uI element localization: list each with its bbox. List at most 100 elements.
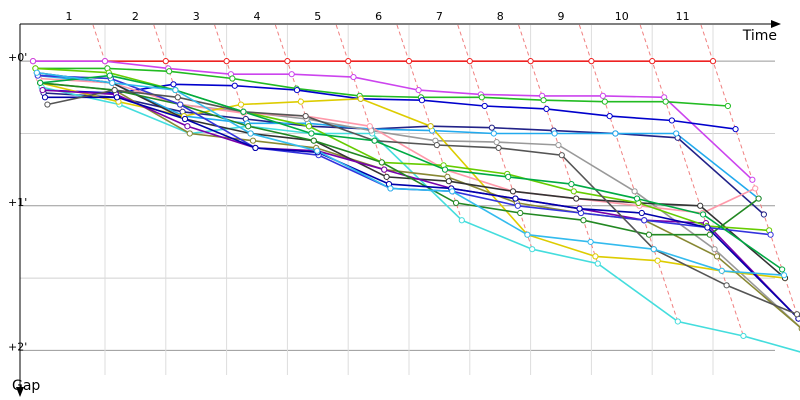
point bbox=[345, 58, 352, 65]
point bbox=[383, 173, 390, 180]
point bbox=[580, 217, 587, 224]
point bbox=[724, 102, 731, 110]
point bbox=[297, 98, 304, 105]
point bbox=[427, 123, 434, 130]
point bbox=[466, 58, 473, 65]
point bbox=[310, 137, 317, 144]
point bbox=[752, 185, 759, 192]
series-line bbox=[47, 89, 798, 316]
series-line bbox=[40, 82, 800, 329]
point bbox=[650, 246, 657, 253]
y-tick-label: +1' bbox=[8, 196, 27, 209]
point bbox=[505, 173, 512, 180]
point bbox=[524, 231, 531, 238]
point bbox=[527, 58, 534, 65]
lap-leader-line bbox=[153, 24, 191, 134]
point bbox=[514, 202, 521, 209]
point bbox=[780, 272, 788, 279]
point bbox=[305, 123, 313, 130]
point bbox=[308, 130, 315, 137]
lap-label: 6 bbox=[375, 10, 382, 23]
point bbox=[184, 123, 191, 130]
point bbox=[709, 58, 717, 65]
lap-label: 11 bbox=[676, 10, 690, 23]
series-line bbox=[42, 83, 736, 130]
point bbox=[638, 209, 645, 217]
point bbox=[357, 95, 364, 102]
point bbox=[33, 69, 40, 76]
point bbox=[649, 58, 656, 65]
series-line bbox=[40, 74, 783, 271]
point bbox=[588, 58, 595, 65]
point bbox=[106, 72, 113, 79]
point bbox=[478, 94, 485, 101]
series-line bbox=[40, 82, 760, 236]
point bbox=[186, 130, 193, 137]
point bbox=[606, 113, 613, 120]
point bbox=[314, 147, 321, 154]
point bbox=[172, 86, 179, 94]
series-line bbox=[41, 86, 800, 353]
point bbox=[302, 113, 309, 120]
point bbox=[718, 267, 725, 274]
point bbox=[237, 101, 245, 108]
point bbox=[247, 130, 254, 137]
lap-label: 10 bbox=[615, 10, 629, 23]
point bbox=[641, 217, 648, 224]
point bbox=[458, 217, 465, 224]
point bbox=[366, 123, 373, 130]
point bbox=[529, 246, 536, 253]
point bbox=[568, 180, 575, 188]
point bbox=[245, 123, 252, 130]
point bbox=[601, 98, 608, 105]
point bbox=[41, 94, 49, 101]
point bbox=[587, 238, 594, 246]
point bbox=[449, 188, 456, 195]
point bbox=[288, 71, 295, 78]
point bbox=[415, 86, 422, 94]
point bbox=[101, 58, 109, 65]
point bbox=[517, 209, 524, 217]
point bbox=[706, 231, 713, 238]
point bbox=[793, 311, 800, 318]
point bbox=[713, 253, 721, 260]
lap-label: 9 bbox=[558, 10, 565, 23]
point bbox=[631, 188, 638, 195]
point bbox=[599, 92, 607, 99]
lap-leader-line bbox=[578, 24, 679, 322]
point bbox=[39, 86, 46, 94]
point bbox=[405, 58, 413, 65]
series-line bbox=[33, 60, 753, 181]
point bbox=[711, 246, 718, 253]
point bbox=[174, 94, 181, 101]
point bbox=[441, 166, 449, 173]
point bbox=[573, 195, 580, 202]
series-line bbox=[37, 74, 760, 200]
point bbox=[699, 211, 707, 218]
point bbox=[543, 105, 550, 112]
point bbox=[181, 115, 189, 123]
point bbox=[490, 130, 497, 137]
point bbox=[767, 231, 774, 238]
point bbox=[378, 159, 385, 166]
lap-leader-line bbox=[700, 24, 800, 325]
lap-label: 1 bbox=[66, 10, 73, 23]
point bbox=[223, 58, 230, 65]
point bbox=[37, 79, 44, 86]
point bbox=[674, 318, 681, 325]
point bbox=[654, 257, 661, 264]
point bbox=[350, 73, 357, 81]
point bbox=[749, 176, 756, 183]
lap-label: 2 bbox=[132, 10, 139, 23]
point bbox=[113, 94, 121, 101]
point bbox=[779, 266, 786, 273]
point bbox=[570, 188, 577, 195]
point bbox=[540, 97, 547, 104]
y-tick-label: +2' bbox=[8, 340, 27, 353]
point bbox=[170, 81, 177, 88]
point bbox=[284, 58, 291, 65]
point bbox=[177, 101, 184, 108]
grid bbox=[20, 25, 775, 375]
